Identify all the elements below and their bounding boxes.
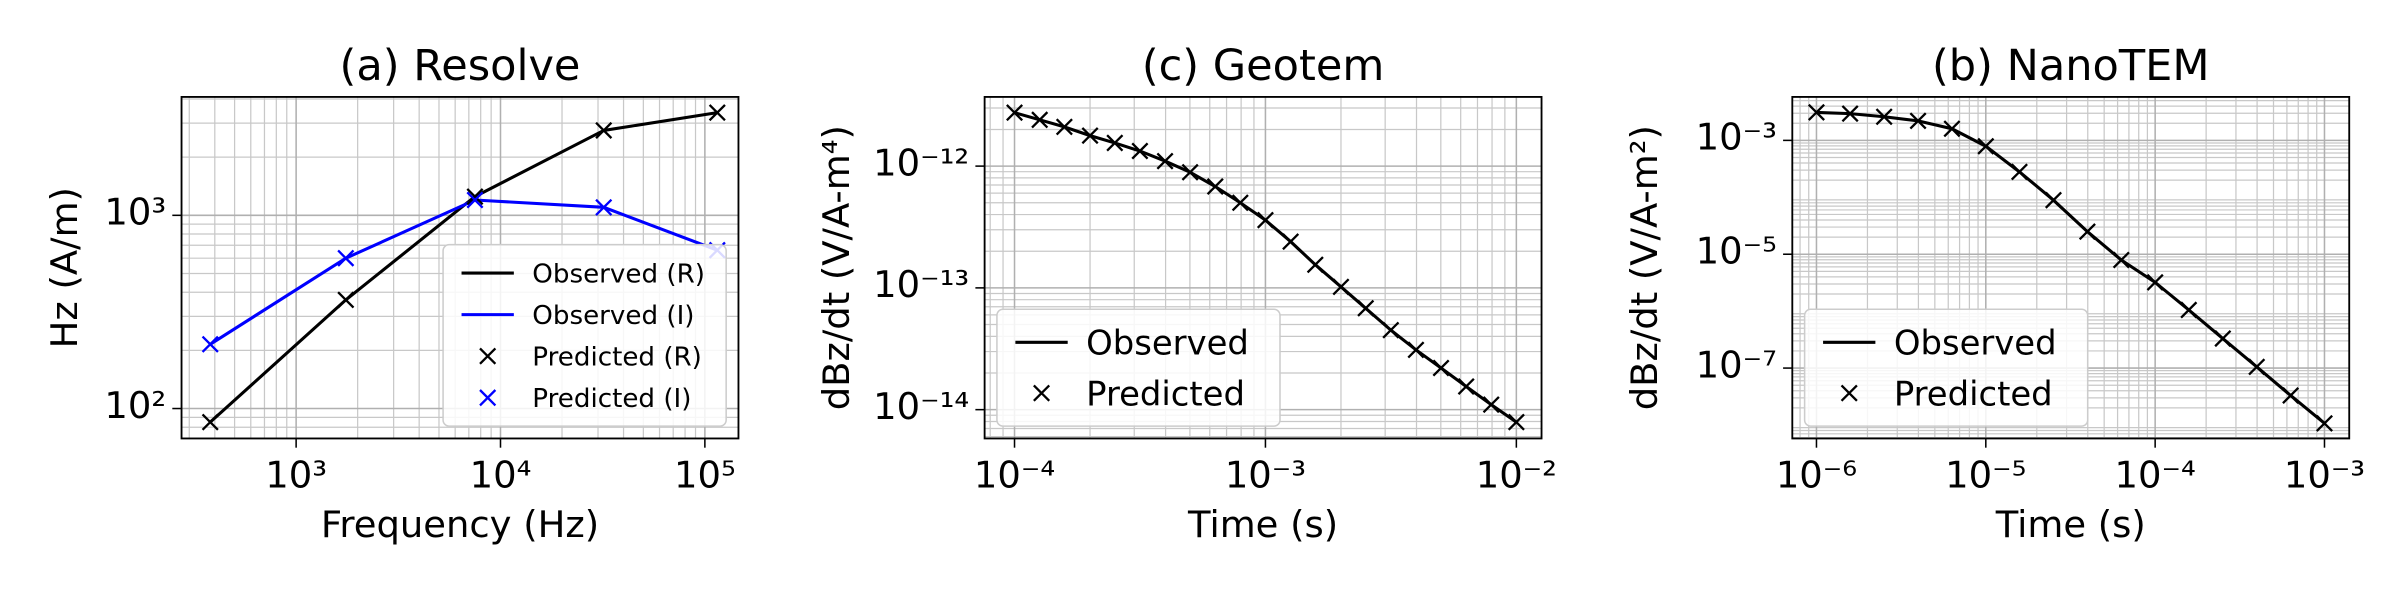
marker [466,191,484,209]
marker [201,413,219,431]
marker [2282,386,2300,404]
marker [1206,178,1224,196]
legend: Observed (R) Observed (I) Predicted (R) Pre… [442,243,727,427]
y-axis-label: dBz/dt (V/A-m²) [1623,125,1666,410]
marker [2248,358,2266,376]
x-tick-label: 10⁴ [470,454,532,497]
legend-box [996,308,1281,427]
marker [2010,163,2028,181]
marker [337,249,355,267]
legend: Observed Predicted [996,308,1281,427]
marker [2146,273,2164,291]
plot-frame [1791,95,2351,440]
x-tick-label: 10³ [265,454,327,497]
subplot: 10⁻⁴ 10⁻³ 10⁻² 10⁻¹⁴ 10⁻¹³ 10⁻¹² (c) Geotem Tim… [815,41,1557,546]
x-tick-label: 10⁻² [1476,454,1557,497]
marker [1977,137,1995,155]
y-axis-label: dBz/dt (V/A-m⁴) [815,125,858,410]
marker [1055,118,1073,136]
legend-label: Observed [1894,323,2057,362]
marker [1306,256,1324,274]
marker [1807,103,1825,121]
y-tick-label: 10² [104,384,166,427]
legend: Observed Predicted [1803,308,2089,427]
marker [201,335,219,353]
marker [1457,377,1475,395]
marker [1875,108,1893,126]
marker [1081,127,1099,145]
marker [2315,414,2334,432]
x-axis-label: Time (s) [1187,503,1338,546]
marker [1181,163,1199,181]
legend-label: Predicted [1894,374,2053,413]
x-axis-label: Frequency (Hz) [321,503,599,546]
marker [1357,299,1375,317]
chart-title: (c) Geotem [1142,41,1385,91]
marker [1482,396,1500,414]
marker [708,104,726,122]
legend-box [442,243,727,427]
y-tick-label: 10⁻⁵ [1696,229,1777,272]
marker [595,198,613,216]
x-axis-label: Time (s) [1995,503,2146,546]
x-tick-label: 10⁻⁴ [974,454,1055,497]
marker [1231,194,1249,212]
y-tick-label: 10⁻⁷ [1696,343,1777,386]
marker [1382,321,1400,339]
x-tick-label: 10⁻⁵ [1945,454,2026,497]
marker [1282,233,1300,251]
x-tick-label: 10⁻⁴ [2115,454,2196,497]
legend-key [1840,384,1858,402]
chart-title: (b) NanoTEM [1932,41,2210,91]
marker [1106,134,1124,152]
y-tick-label: 10⁻¹³ [873,263,969,306]
marker [1432,359,1450,377]
marker [2044,191,2063,209]
marker [2078,223,2096,241]
plot-frame [180,95,740,440]
legend-box [1803,308,2089,427]
marker [1407,341,1425,359]
legend-label: Predicted (R) [532,343,702,373]
marker [595,121,613,139]
marker [1507,413,1525,431]
y-tick-label: 10⁻³ [1696,116,1777,159]
legend-label: Predicted (I) [532,384,691,414]
marker [337,291,355,309]
y-axis-label: Hz (A/m) [43,187,86,348]
chart-title: (a) Resolve [340,41,581,91]
subplot: 10³ 10⁴ 10⁵ 10² 10³ (a) Resolve Frequency (Hz)… [43,41,740,546]
marker [2214,330,2232,348]
marker [1006,104,1024,122]
y-tick-label: 10³ [104,191,166,234]
marker [2112,251,2130,269]
x-tick-label: 10⁻³ [1225,454,1306,497]
plot-frame [983,95,1543,440]
marker [2180,301,2198,319]
x-tick-label: 10⁻⁶ [1776,454,1857,497]
x-tick-label: 10⁻³ [2284,454,2365,497]
legend-label: Predicted [1086,374,1245,413]
x-tick-label: 10⁵ [674,454,736,497]
series-line [1816,110,2326,425]
marker [1256,211,1274,229]
subplot: 10⁻⁶ 10⁻⁵ 10⁻⁴ 10⁻³ 10⁻⁷ 10⁻⁵ 10⁻³ (b) NanoTEM T… [1623,41,2365,546]
y-tick-label: 10⁻¹² [873,141,969,184]
legend-label: Observed (R) [532,259,705,289]
legend-label: Observed (I) [532,301,694,331]
marker [1332,278,1350,296]
legend-key [479,389,497,407]
marker [1156,152,1174,170]
y-tick-label: 10⁻¹⁴ [873,385,969,428]
marker [466,188,484,206]
marker [1131,142,1149,160]
legend-label: Observed [1086,323,1249,362]
marker [1031,111,1049,129]
legend-key [1033,384,1051,402]
marker [1943,120,1961,138]
marker [1841,105,1859,123]
legend-key [479,347,497,365]
marker [1909,112,1927,130]
